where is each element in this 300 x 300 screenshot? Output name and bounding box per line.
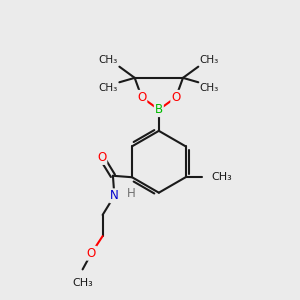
Text: CH₃: CH₃	[72, 278, 93, 288]
Text: O: O	[97, 151, 106, 164]
Text: CH₃: CH₃	[99, 83, 118, 94]
Text: H: H	[127, 187, 136, 200]
Text: CH₃: CH₃	[99, 56, 118, 65]
Text: O: O	[137, 91, 146, 104]
Text: N: N	[110, 189, 119, 202]
Text: O: O	[171, 91, 181, 104]
Text: CH₃: CH₃	[200, 83, 219, 94]
Text: B: B	[155, 103, 163, 116]
Text: CH₃: CH₃	[211, 172, 232, 182]
Text: CH₃: CH₃	[200, 56, 219, 65]
Text: O: O	[87, 247, 96, 260]
